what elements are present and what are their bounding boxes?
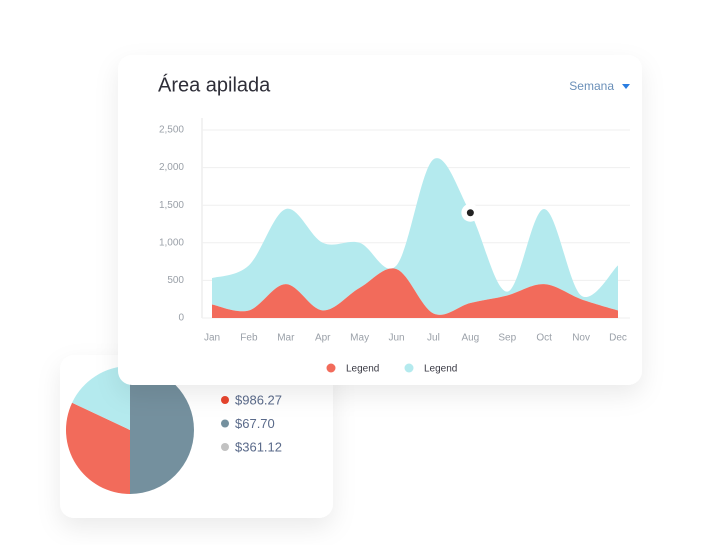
legend-swatch — [221, 419, 229, 428]
legend-value: $361.12 — [235, 439, 282, 454]
dropdown-arrow[interactable] — [622, 84, 630, 89]
x-tick-label: Aug — [461, 333, 479, 344]
x-tick-label: Nov — [572, 333, 590, 344]
y-tick-label: 2,500 — [159, 125, 184, 136]
legend-label: Legend — [346, 364, 379, 375]
pie-slice — [66, 402, 130, 494]
x-tick-label: Mar — [277, 333, 295, 344]
legend-value: $67.70 — [235, 416, 275, 431]
y-tick-label: 0 — [178, 313, 184, 324]
area — [212, 158, 618, 315]
x-tick-label: Apr — [315, 333, 331, 344]
pie-slice — [72, 366, 130, 430]
area-card — [118, 55, 642, 385]
x-tick-label: Jul — [427, 333, 440, 344]
legend-swatch — [404, 363, 414, 373]
legend-value: $986.27 — [235, 392, 282, 407]
legend-label: Legend — [424, 364, 457, 375]
hover-point — [466, 209, 474, 217]
legend-swatch — [221, 443, 229, 451]
area — [212, 268, 618, 318]
y-tick-label: 500 — [167, 275, 184, 286]
area-chart: 0 500 1,000 1,500 2,000 2,500 Jan Feb Mar Apr May J… — [159, 118, 630, 375]
x-tick-label: May — [350, 333, 369, 344]
x-tick-label: Oct — [536, 333, 552, 344]
pie-slice — [130, 366, 194, 494]
y-tick-label: 2,000 — [159, 162, 184, 173]
y-tick-label: 1,500 — [159, 200, 184, 211]
legend-swatch — [326, 363, 336, 373]
legend-swatch — [221, 396, 229, 404]
x-tick-label: Jan — [204, 333, 220, 344]
x-tick-label: Feb — [240, 333, 258, 344]
pie-chart — [66, 366, 194, 494]
period-dropdown[interactable]: Semana — [569, 79, 614, 93]
y-tick-label: 1,000 — [159, 237, 184, 248]
x-tick-label: Dec — [609, 333, 627, 344]
x-tick-label: Jun — [388, 333, 404, 344]
pie-legend: $986.27 $67.70 $361.12 — [221, 392, 282, 454]
x-tick-label: Sep — [498, 333, 516, 344]
chart-title: Área apilada — [158, 73, 271, 96]
